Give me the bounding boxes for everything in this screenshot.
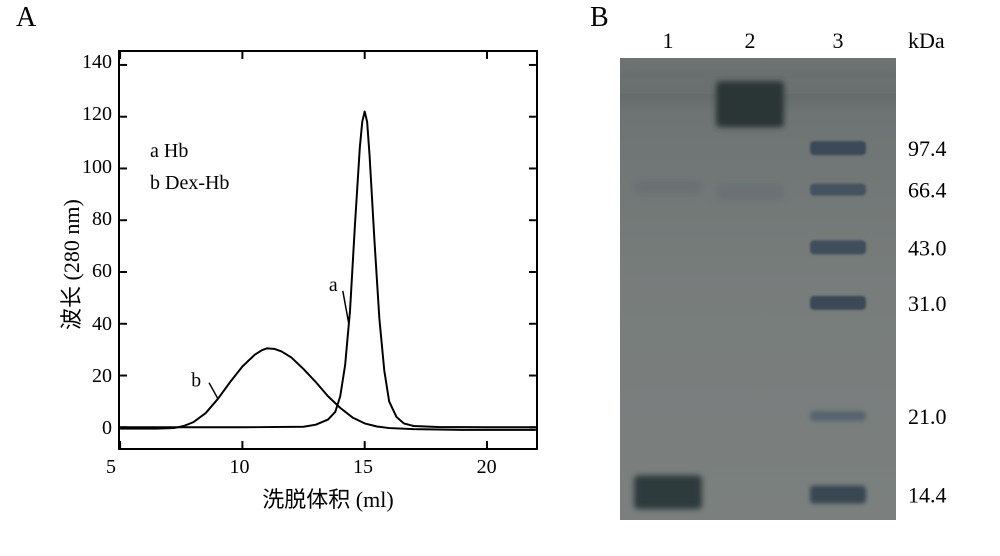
x-axis-label: 洗脱体积 (ml) (118, 482, 538, 514)
x-tick-label: 10 (230, 456, 250, 479)
svg-text:3: 3 (833, 28, 844, 53)
y-tick-label: 40 (64, 313, 112, 336)
svg-text:a: a (329, 274, 338, 296)
svg-text:2: 2 (745, 28, 756, 53)
y-tick-label: 0 (64, 417, 112, 440)
panel-a-label: A (16, 2, 36, 34)
figure-root: A ab 波长 (280 nm) 洗脱体积 (ml) a Hbb Dex-Hb5… (0, 0, 1000, 556)
svg-text:14.4: 14.4 (908, 483, 947, 508)
y-tick-label: 60 (64, 260, 112, 283)
legend-item-b: b Dex-Hb (150, 172, 229, 195)
gel-svg: 1 2 3 kDa 97.4 66.4 43.0 31.0 21.0 14.4 (620, 22, 980, 532)
chart-plot-box: ab (118, 50, 538, 450)
svg-text:97.4: 97.4 (908, 136, 947, 161)
y-tick-label: 20 (64, 365, 112, 388)
y-tick-label: 80 (64, 208, 112, 231)
chart-svg: ab (120, 52, 536, 448)
y-tick-label: 100 (64, 156, 112, 179)
legend-item-a: a Hb (150, 140, 188, 163)
svg-text:b: b (191, 370, 201, 392)
panel-b-gel: 1 2 3 kDa 97.4 66.4 43.0 31.0 21.0 14.4 (620, 22, 980, 532)
panel-b-label: B (590, 2, 609, 34)
y-tick-label: 120 (64, 103, 112, 126)
svg-text:31.0: 31.0 (908, 291, 947, 316)
x-tick-label: 15 (353, 456, 373, 479)
svg-text:21.0: 21.0 (908, 404, 947, 429)
svg-text:43.0: 43.0 (908, 235, 947, 260)
x-tick-label: 5 (106, 456, 116, 479)
svg-text:1: 1 (663, 28, 674, 53)
svg-text:66.4: 66.4 (908, 178, 947, 203)
x-tick-label: 20 (477, 456, 497, 479)
panel-a-chart: ab 波长 (280 nm) 洗脱体积 (ml) a Hbb Dex-Hb510… (40, 30, 560, 530)
y-tick-label: 140 (64, 51, 112, 74)
svg-text:kDa: kDa (908, 28, 945, 53)
